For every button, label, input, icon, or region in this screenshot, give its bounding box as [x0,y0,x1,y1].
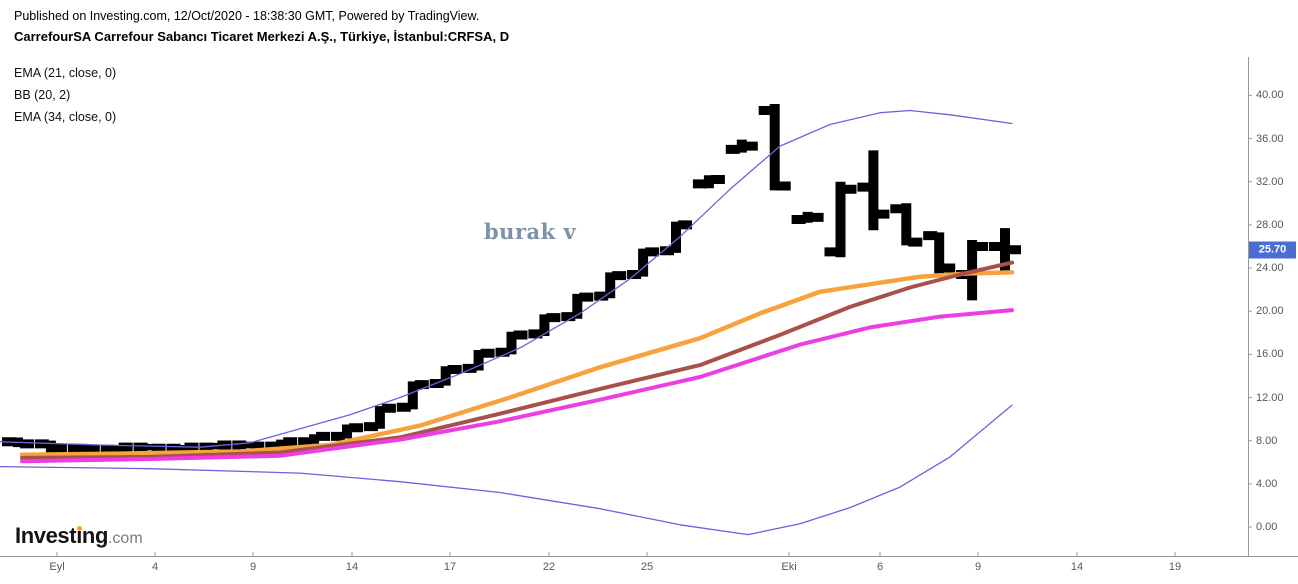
price-axis-label: 24.00 [1256,262,1284,275]
time-axis-label: 25 [640,561,654,573]
plot-area [0,104,1021,536]
bb-basis-line [20,260,1014,460]
price-axis-label: 0.00 [1256,521,1278,533]
time-axis-label: 14 [1070,561,1084,573]
price-axis-label: 20.00 [1256,305,1284,318]
logo-accent-dot-i: i [76,523,82,548]
last-price-badge: 25.70 [1249,241,1296,259]
logo-text-suffix: .com [107,530,143,547]
instrument-title: CarrefourSA Carrefour Sabancı Ticaret Me… [14,29,510,44]
ema-21-line [19,270,1015,457]
price-axis-label: 8.00 [1256,434,1278,447]
published-info-text: Published on Investing.com, 12/Oct/2020 … [14,9,480,23]
time-axis-label: 9 [249,561,257,573]
bb-lower-band [0,404,1013,536]
price-axis-label: 28.00 [1256,218,1284,231]
time-axis-label: 17 [443,561,457,573]
time-axis-label: 4 [151,561,159,573]
bb-upper-band [0,109,1013,448]
price-axis-label: 12.00 [1256,391,1284,404]
indicator-label-bb: BB (20, 2) [14,88,71,102]
indicator-label-ema21: EMA (21, close, 0) [14,66,117,80]
time-axis-label: 19 [1168,561,1182,573]
price-axis-label: 4.00 [1256,477,1278,490]
time-axis-label: 9 [974,561,982,573]
time-axis-label: 22 [542,561,556,573]
indicator-label-ema34: EMA (34, close, 0) [14,110,117,124]
time-axis-label: 6 [876,561,884,573]
price-axis-label: 16.00 [1256,348,1284,361]
price-axis-label: 32.00 [1256,175,1284,188]
time-axis-label: 14 [345,561,359,573]
ema-34-line [20,308,1014,464]
time-axis-label: Eki [781,561,797,573]
investing-logo[interactable]: Investing.com [15,523,143,549]
time-axis-label: Eyl [49,561,65,573]
price-axis-label: 36.00 [1256,132,1284,145]
ohlc-bars-body [13,104,1010,453]
user-watermark: burak v [484,219,577,244]
logo-text-part2: ng [81,523,108,548]
logo-text-part1: Invest [15,523,77,548]
price-axis-label: 40.00 [1256,89,1284,102]
